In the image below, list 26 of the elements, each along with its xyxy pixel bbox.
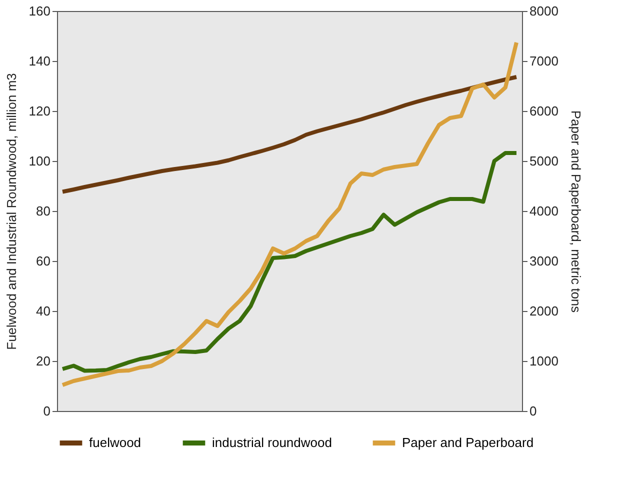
y2-tick-label: 5000	[530, 154, 558, 168]
y2-tick-label: 7000	[530, 54, 558, 68]
y-tick-label: 40	[36, 304, 50, 318]
y2-axis-title: Paper and Paperboard, metric tons	[568, 110, 584, 314]
legend-label: fuelwood	[89, 435, 142, 450]
legend-label: Paper and Paperboard	[402, 435, 534, 450]
y-tick-label: 80	[36, 204, 50, 218]
y-tick-label: 100	[28, 154, 50, 168]
y-tick-label: 60	[36, 254, 50, 268]
y2-tick-label: 4000	[530, 204, 558, 218]
y-tick-label: 0	[43, 404, 50, 418]
legend-label: industrial roundwood	[212, 435, 332, 450]
line-series	[60, 151, 518, 373]
line-series	[60, 40, 518, 387]
y-tick-label: 20	[36, 354, 50, 368]
y2-tick-label: 2000	[530, 304, 558, 318]
y2-tick-label: 3000	[530, 254, 558, 268]
line-series	[60, 75, 518, 194]
y-axis-title: Fuelwood and Industrial Roundwood, million m3	[4, 73, 19, 350]
y2-tick-label: 6000	[530, 104, 558, 118]
y-tick-label: 140	[28, 54, 50, 68]
y2-tick-label: 8000	[530, 4, 558, 18]
y2-tick-label: 1000	[530, 354, 558, 368]
y2-tick-label: 0	[530, 404, 537, 418]
y-tick-label: 120	[28, 104, 50, 118]
y-tick-label: 160	[28, 4, 50, 18]
